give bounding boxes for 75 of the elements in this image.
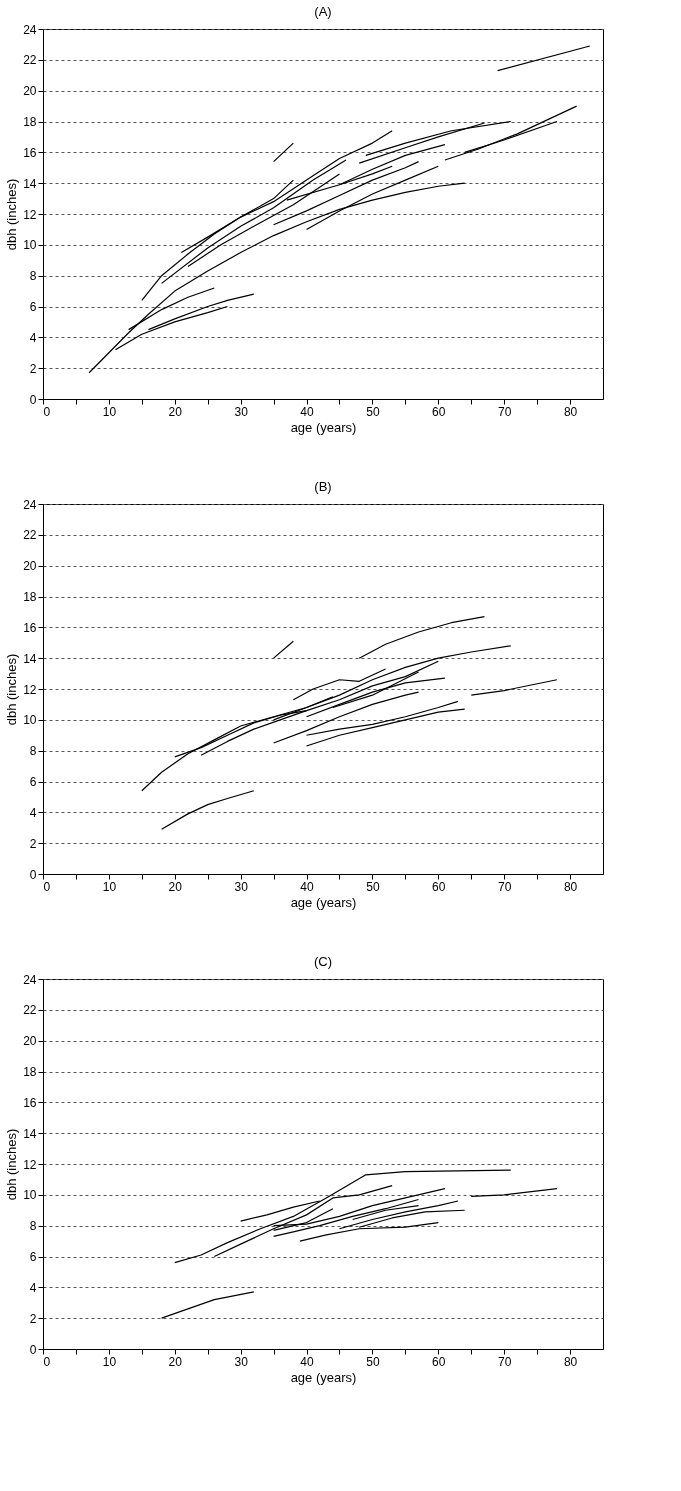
- x-tick-label: 50: [366, 404, 380, 419]
- y-tick-label: 8: [29, 269, 37, 284]
- chart-title: (B): [314, 479, 332, 494]
- y-tick-label: 12: [23, 682, 37, 697]
- x-tick-label: 60: [432, 1354, 446, 1369]
- y-axis-title: dbh (inches): [4, 178, 20, 251]
- y-tick-label: 6: [29, 775, 37, 789]
- y-tick-label: 24: [23, 22, 37, 37]
- x-tick-label: 20: [168, 879, 183, 894]
- y-tick-label: 14: [23, 1126, 37, 1141]
- x-tick-label: 30: [234, 1354, 249, 1369]
- x-tick-label: 50: [366, 879, 380, 894]
- y-tick-label: 22: [23, 528, 37, 543]
- y-axis-title: dbh (inches): [4, 1128, 20, 1201]
- x-tick-label: 50: [366, 1354, 380, 1369]
- y-tick-label: 2: [29, 1311, 37, 1326]
- x-tick-label: 80: [563, 404, 578, 419]
- y-tick-label: 22: [23, 53, 37, 68]
- x-tick-label: 20: [168, 404, 183, 419]
- y-tick-label: 0: [29, 392, 37, 407]
- x-axis-title: age (years): [290, 894, 357, 910]
- x-tick-label: 30: [234, 404, 249, 419]
- x-axis-title: age (years): [290, 1369, 357, 1385]
- x-tick-label: 40: [300, 879, 315, 894]
- y-tick-label: 4: [29, 330, 37, 345]
- y-tick-label: 24: [23, 972, 37, 987]
- y-tick-label: 18: [23, 115, 37, 129]
- y-tick-label: 0: [29, 1342, 37, 1357]
- x-tick-label: 20: [168, 1354, 183, 1369]
- x-tick-label: 60: [432, 879, 446, 894]
- y-tick-label: 16: [23, 1095, 37, 1110]
- x-tick-label: 0: [43, 1354, 51, 1369]
- y-tick-label: 20: [23, 84, 37, 99]
- y-tick-label: 2: [29, 361, 37, 376]
- y-tick-label: 4: [29, 805, 37, 820]
- x-tick-label: 40: [300, 404, 315, 419]
- y-tick-label: 14: [23, 176, 37, 191]
- y-tick-label: 8: [29, 744, 37, 759]
- x-tick-label: 10: [102, 1354, 117, 1369]
- y-tick-label: 16: [23, 620, 37, 635]
- y-tick-label: 10: [23, 238, 37, 253]
- x-tick-label: 60: [432, 404, 446, 419]
- x-tick-label: 40: [300, 1354, 315, 1369]
- y-tick-label: 6: [29, 300, 37, 314]
- x-tick-label: 0: [43, 879, 51, 894]
- chart-title: (C): [313, 954, 333, 969]
- y-tick-label: 16: [23, 145, 37, 160]
- y-tick-label: 24: [23, 497, 37, 512]
- y-tick-label: 18: [23, 590, 37, 604]
- y-tick-label: 12: [23, 207, 37, 222]
- y-tick-label: 20: [23, 1034, 37, 1049]
- x-tick-label: 30: [234, 879, 249, 894]
- y-tick-label: 2: [29, 836, 37, 851]
- x-axis-title: age (years): [290, 419, 357, 435]
- y-tick-label: 20: [23, 559, 37, 574]
- y-tick-label: 22: [23, 1003, 37, 1018]
- y-tick-label: 6: [29, 1250, 37, 1264]
- y-axis-title: dbh (inches): [4, 653, 20, 726]
- x-tick-label: 70: [498, 404, 512, 419]
- x-tick-label: 70: [498, 1354, 512, 1369]
- chart-title: (A): [314, 4, 332, 19]
- y-tick-label: 18: [23, 1065, 37, 1079]
- y-tick-label: 10: [23, 1188, 37, 1203]
- y-tick-label: 4: [29, 1280, 37, 1295]
- y-tick-label: 10: [23, 713, 37, 728]
- y-tick-label: 12: [23, 1157, 37, 1172]
- x-tick-label: 80: [563, 879, 578, 894]
- y-tick-label: 8: [29, 1219, 37, 1234]
- x-tick-label: 0: [43, 404, 51, 419]
- x-tick-label: 70: [498, 879, 512, 894]
- x-tick-label: 10: [102, 879, 117, 894]
- x-tick-label: 10: [102, 404, 117, 419]
- y-tick-label: 14: [23, 651, 37, 666]
- x-tick-label: 80: [563, 1354, 578, 1369]
- y-tick-label: 0: [29, 867, 37, 882]
